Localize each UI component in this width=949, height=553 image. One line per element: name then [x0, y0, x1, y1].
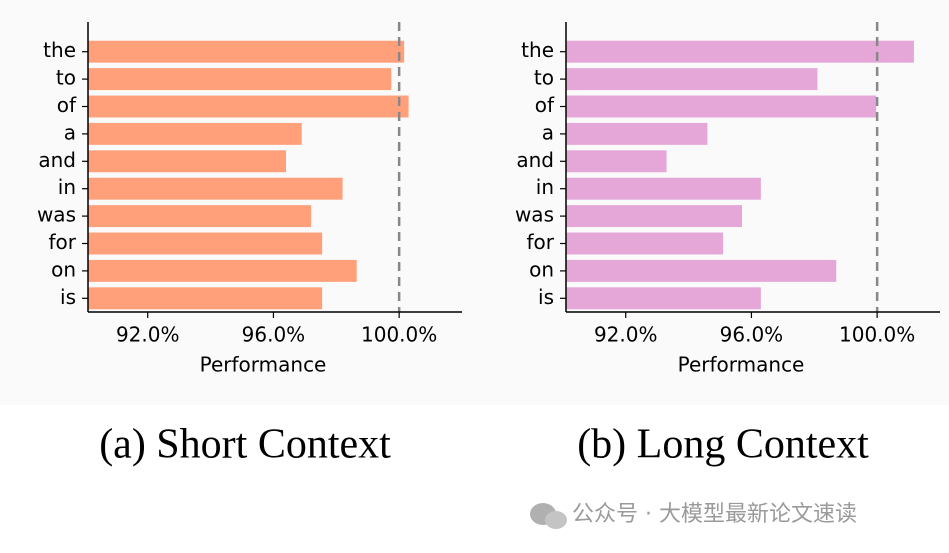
y-tick-label: is: [60, 285, 76, 309]
bar: [566, 150, 667, 173]
y-tick-label: the: [43, 38, 76, 62]
y-tick-label: on: [529, 257, 554, 281]
bar: [566, 259, 837, 282]
bar: [88, 122, 302, 145]
bar: [566, 40, 914, 63]
y-tick-label: was: [37, 203, 76, 227]
bar: [566, 232, 724, 255]
y-tick-label: in: [58, 175, 76, 199]
bar: [566, 287, 761, 310]
bar: [566, 177, 761, 200]
bar: [566, 205, 742, 228]
bar: [88, 40, 405, 63]
y-tick-label: to: [534, 66, 554, 90]
watermark: 公众号 · 大模型最新论文速读: [572, 502, 857, 527]
x-tick-label: 96.0%: [242, 323, 306, 347]
bar: [88, 232, 323, 255]
bar: [566, 68, 818, 91]
y-tick-label: for: [49, 230, 77, 254]
y-tick-label: a: [64, 120, 76, 144]
x-tick-label: 92.0%: [116, 323, 180, 347]
bar: [88, 177, 343, 200]
x-tick-label: 92.0%: [594, 323, 658, 347]
y-tick-label: and: [38, 148, 76, 172]
caption: (a) Short Context: [99, 422, 391, 468]
watermark-icon: [530, 503, 567, 529]
y-tick-label: is: [538, 285, 554, 309]
bar: [88, 287, 323, 310]
bar: [88, 68, 392, 91]
y-tick-label: of: [535, 93, 555, 117]
caption: (b) Long Context: [577, 422, 869, 468]
y-tick-label: a: [542, 120, 554, 144]
x-tick-label: 100.0%: [839, 323, 915, 347]
x-axis-label: Performance: [200, 353, 327, 377]
y-tick-label: of: [57, 93, 77, 117]
bar: [88, 95, 409, 118]
y-tick-label: and: [516, 148, 554, 172]
y-tick-label: in: [536, 175, 554, 199]
y-tick-label: on: [51, 257, 76, 281]
bar: [88, 150, 286, 173]
bar: [566, 122, 708, 145]
x-axis-label: Performance: [678, 353, 805, 377]
bar: [88, 259, 357, 282]
bar: [566, 95, 877, 118]
y-tick-label: to: [56, 66, 76, 90]
y-tick-label: the: [521, 38, 554, 62]
x-tick-label: 100.0%: [361, 323, 437, 347]
bar: [88, 205, 312, 228]
x-tick-label: 96.0%: [720, 323, 784, 347]
figure-background: [0, 0, 949, 405]
y-tick-label: for: [527, 230, 555, 254]
y-tick-label: was: [515, 203, 554, 227]
